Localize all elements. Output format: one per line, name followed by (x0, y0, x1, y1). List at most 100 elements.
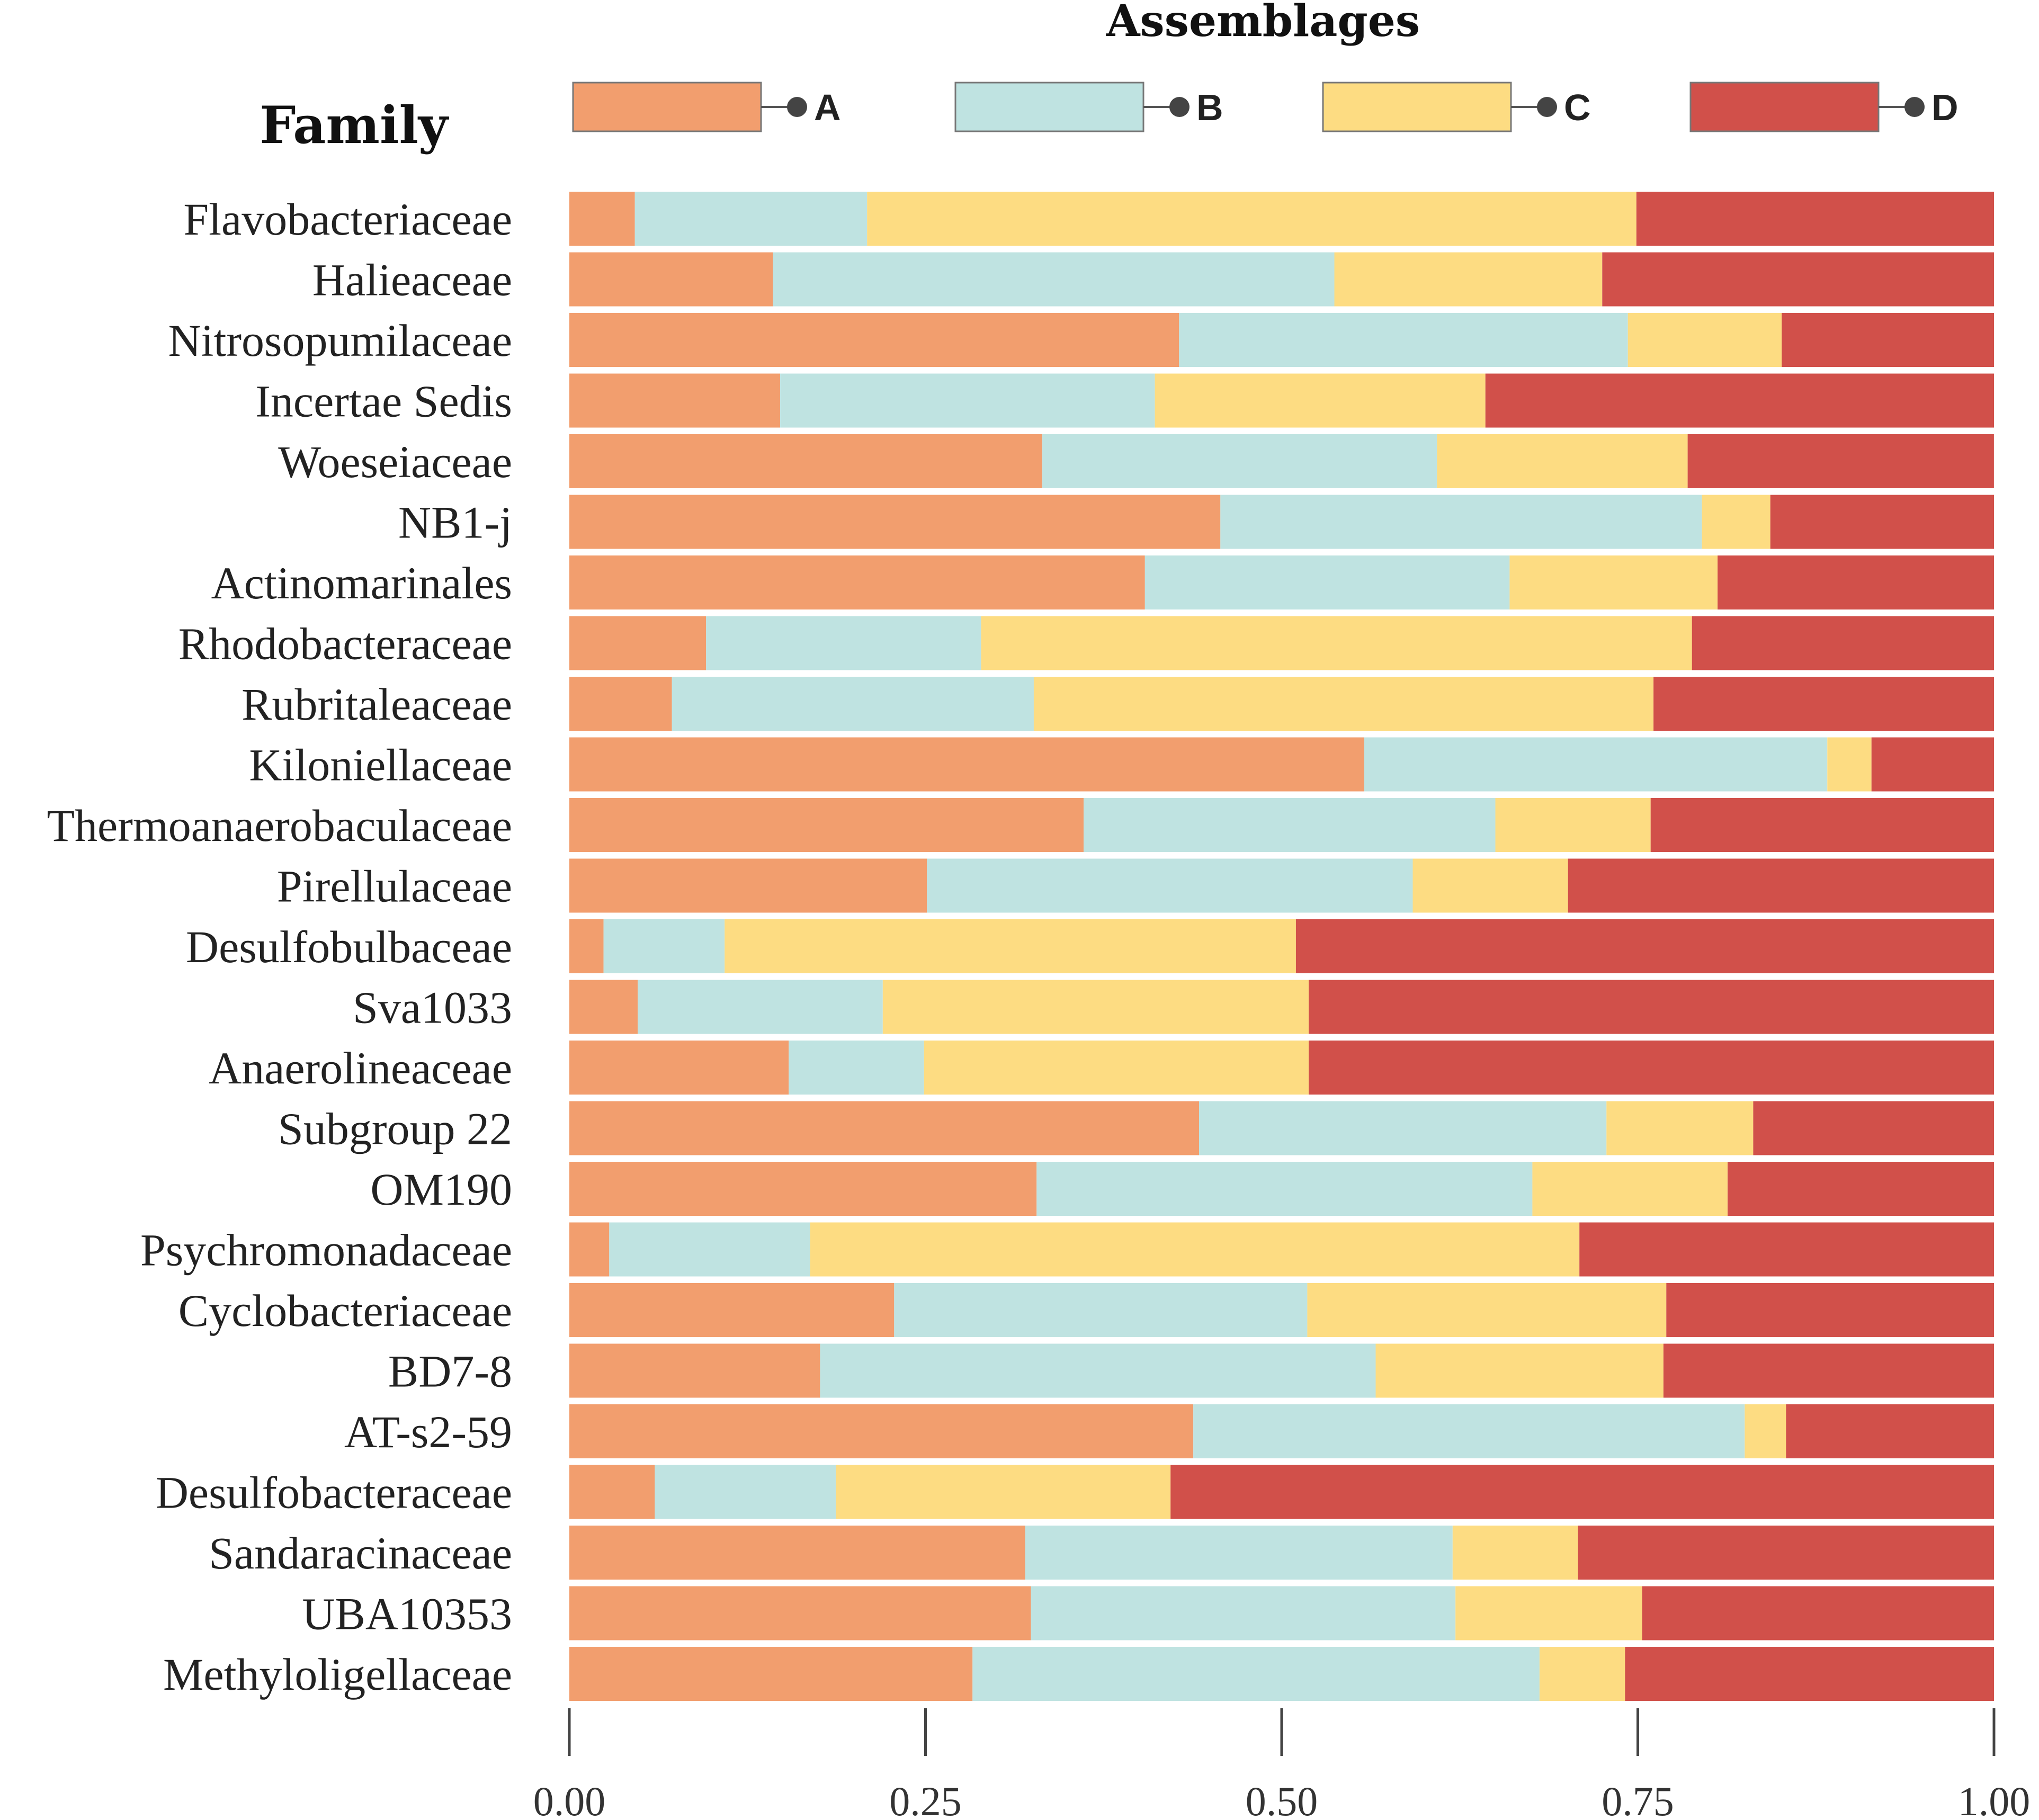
bar-segment-b-19 (894, 1283, 1308, 1337)
bar-segment-a-19 (569, 1283, 895, 1337)
bar-segment-d-25 (1625, 1647, 1994, 1701)
bar-segment-a-5 (569, 434, 1043, 488)
category-label: Subgroup 22 (278, 1104, 512, 1154)
bar-segment-b-17 (1036, 1162, 1533, 1216)
bar-segment-d-4 (1485, 373, 1994, 428)
legend-dot-icon (1537, 97, 1557, 117)
legend-dot-icon (1904, 97, 1925, 117)
bar-segment-a-2 (569, 252, 773, 307)
category-label: UBA10353 (302, 1589, 512, 1639)
bar-segment-d-10 (1871, 737, 1994, 792)
bar-segment-d-13 (1295, 919, 1994, 973)
legend: A B C D (572, 82, 1958, 132)
bar-segment-c-19 (1307, 1283, 1667, 1337)
bar-segment-c-25 (1539, 1647, 1625, 1701)
bar-segment-c-6 (1702, 495, 1770, 549)
bar-segment-d-6 (1770, 495, 1994, 549)
bar-segment-b-16 (1199, 1101, 1607, 1155)
bar-segment-b-8 (706, 616, 981, 670)
bar-segment-c-20 (1375, 1343, 1664, 1398)
category-labels: Flavobacteriaceae Halieaceae Nitrosopumila… (47, 194, 512, 1700)
bar-segment-c-21 (1745, 1404, 1786, 1458)
bar-segment-b-20 (820, 1343, 1376, 1398)
bar-segment-a-20 (569, 1343, 820, 1398)
bar-segment-b-9 (672, 677, 1034, 731)
legend-label-b: B (1196, 87, 1223, 128)
bar-segment-d-22 (1170, 1465, 1994, 1519)
bar-segment-a-25 (569, 1647, 973, 1701)
bar-segment-a-10 (569, 737, 1364, 792)
bar-segment-c-7 (1509, 555, 1718, 609)
bar-segment-a-7 (569, 555, 1145, 609)
bar-segment-d-18 (1579, 1222, 1994, 1277)
bar-segment-d-21 (1786, 1404, 1994, 1458)
bar-segment-c-11 (1495, 798, 1651, 852)
bar-segment-c-10 (1827, 737, 1872, 792)
bar-segment-a-14 (569, 980, 638, 1034)
category-label: Anaerolineaceae (209, 1043, 512, 1093)
category-label: Cyclobacteriaceae (178, 1285, 512, 1336)
bar-segment-b-15 (789, 1041, 924, 1095)
category-label: AT-s2-59 (344, 1406, 512, 1457)
bar-segment-a-24 (569, 1586, 1031, 1640)
category-label: Thermoanaerobaculaceae (47, 800, 512, 851)
bar-segment-b-22 (655, 1465, 836, 1519)
category-label: Kiloniellaceae (249, 740, 512, 791)
bar-segment-c-5 (1437, 434, 1688, 488)
bar-segment-a-9 (569, 677, 672, 731)
bar-segment-a-4 (569, 373, 781, 428)
x-axis: 0.00 0.25 0.50 0.75 1.00 (533, 1708, 2030, 1820)
bar-segment-a-18 (569, 1222, 610, 1277)
bar-segment-b-11 (1084, 798, 1496, 852)
category-label: Sandaracinaceae (209, 1528, 512, 1579)
bar-segment-a-16 (569, 1101, 1199, 1155)
bar-segment-b-25 (972, 1647, 1540, 1701)
bar-segment-b-3 (1179, 313, 1628, 367)
bar-segment-b-14 (638, 980, 883, 1034)
bar-segment-a-6 (569, 495, 1221, 549)
category-label: Flavobacteriaceae (183, 194, 512, 245)
bar-segment-b-4 (780, 373, 1155, 428)
x-tick-label: 0.25 (889, 1778, 962, 1820)
bar-segment-d-17 (1728, 1162, 1994, 1216)
bar-segment-d-12 (1568, 858, 1994, 913)
legend-label-a: A (814, 87, 841, 128)
x-tick-label: 0.50 (1246, 1778, 1318, 1820)
category-label: Sva1033 (353, 982, 512, 1033)
bar-segment-c-8 (981, 616, 1692, 670)
bar-segment-c-13 (725, 919, 1296, 973)
bar-segment-b-12 (927, 858, 1413, 913)
bar-segment-b-1 (634, 192, 868, 246)
bar-segment-b-5 (1042, 434, 1437, 488)
bars-group (569, 192, 1995, 1701)
bar-segment-d-19 (1666, 1283, 1994, 1337)
category-label: OM190 (370, 1164, 512, 1215)
legend-swatch-a (572, 82, 762, 132)
category-label: NB1-j (398, 497, 512, 548)
legend-dot-icon (1169, 97, 1190, 117)
bar-segment-b-24 (1031, 1586, 1456, 1640)
bar-segment-b-7 (1144, 555, 1510, 609)
category-label: BD7-8 (388, 1346, 512, 1397)
bar-segment-c-9 (1033, 677, 1654, 731)
legend-swatch-d (1689, 82, 1880, 132)
bar-segment-a-11 (569, 798, 1084, 852)
category-label: Incertae Sedis (255, 376, 512, 427)
category-label: Rhodobacteraceae (178, 618, 512, 669)
bar-segment-a-17 (569, 1162, 1037, 1216)
bar-segment-d-8 (1692, 616, 1994, 670)
bar-segment-a-8 (569, 616, 707, 670)
bar-segment-b-23 (1025, 1526, 1453, 1580)
x-tick-label: 0.00 (533, 1778, 606, 1820)
category-label: Pirellulaceae (277, 861, 512, 912)
legend-label-c: C (1564, 87, 1591, 128)
bar-segment-c-2 (1334, 252, 1603, 307)
bar-segment-d-15 (1309, 1041, 1994, 1095)
bar-segment-a-13 (569, 919, 604, 973)
bar-segment-a-23 (569, 1526, 1025, 1580)
bar-segment-c-4 (1155, 373, 1486, 428)
legend-dot-icon (787, 97, 807, 117)
bar-segment-d-11 (1650, 798, 1994, 852)
bar-segment-c-22 (836, 1465, 1171, 1519)
bar-segment-a-21 (569, 1404, 1194, 1458)
